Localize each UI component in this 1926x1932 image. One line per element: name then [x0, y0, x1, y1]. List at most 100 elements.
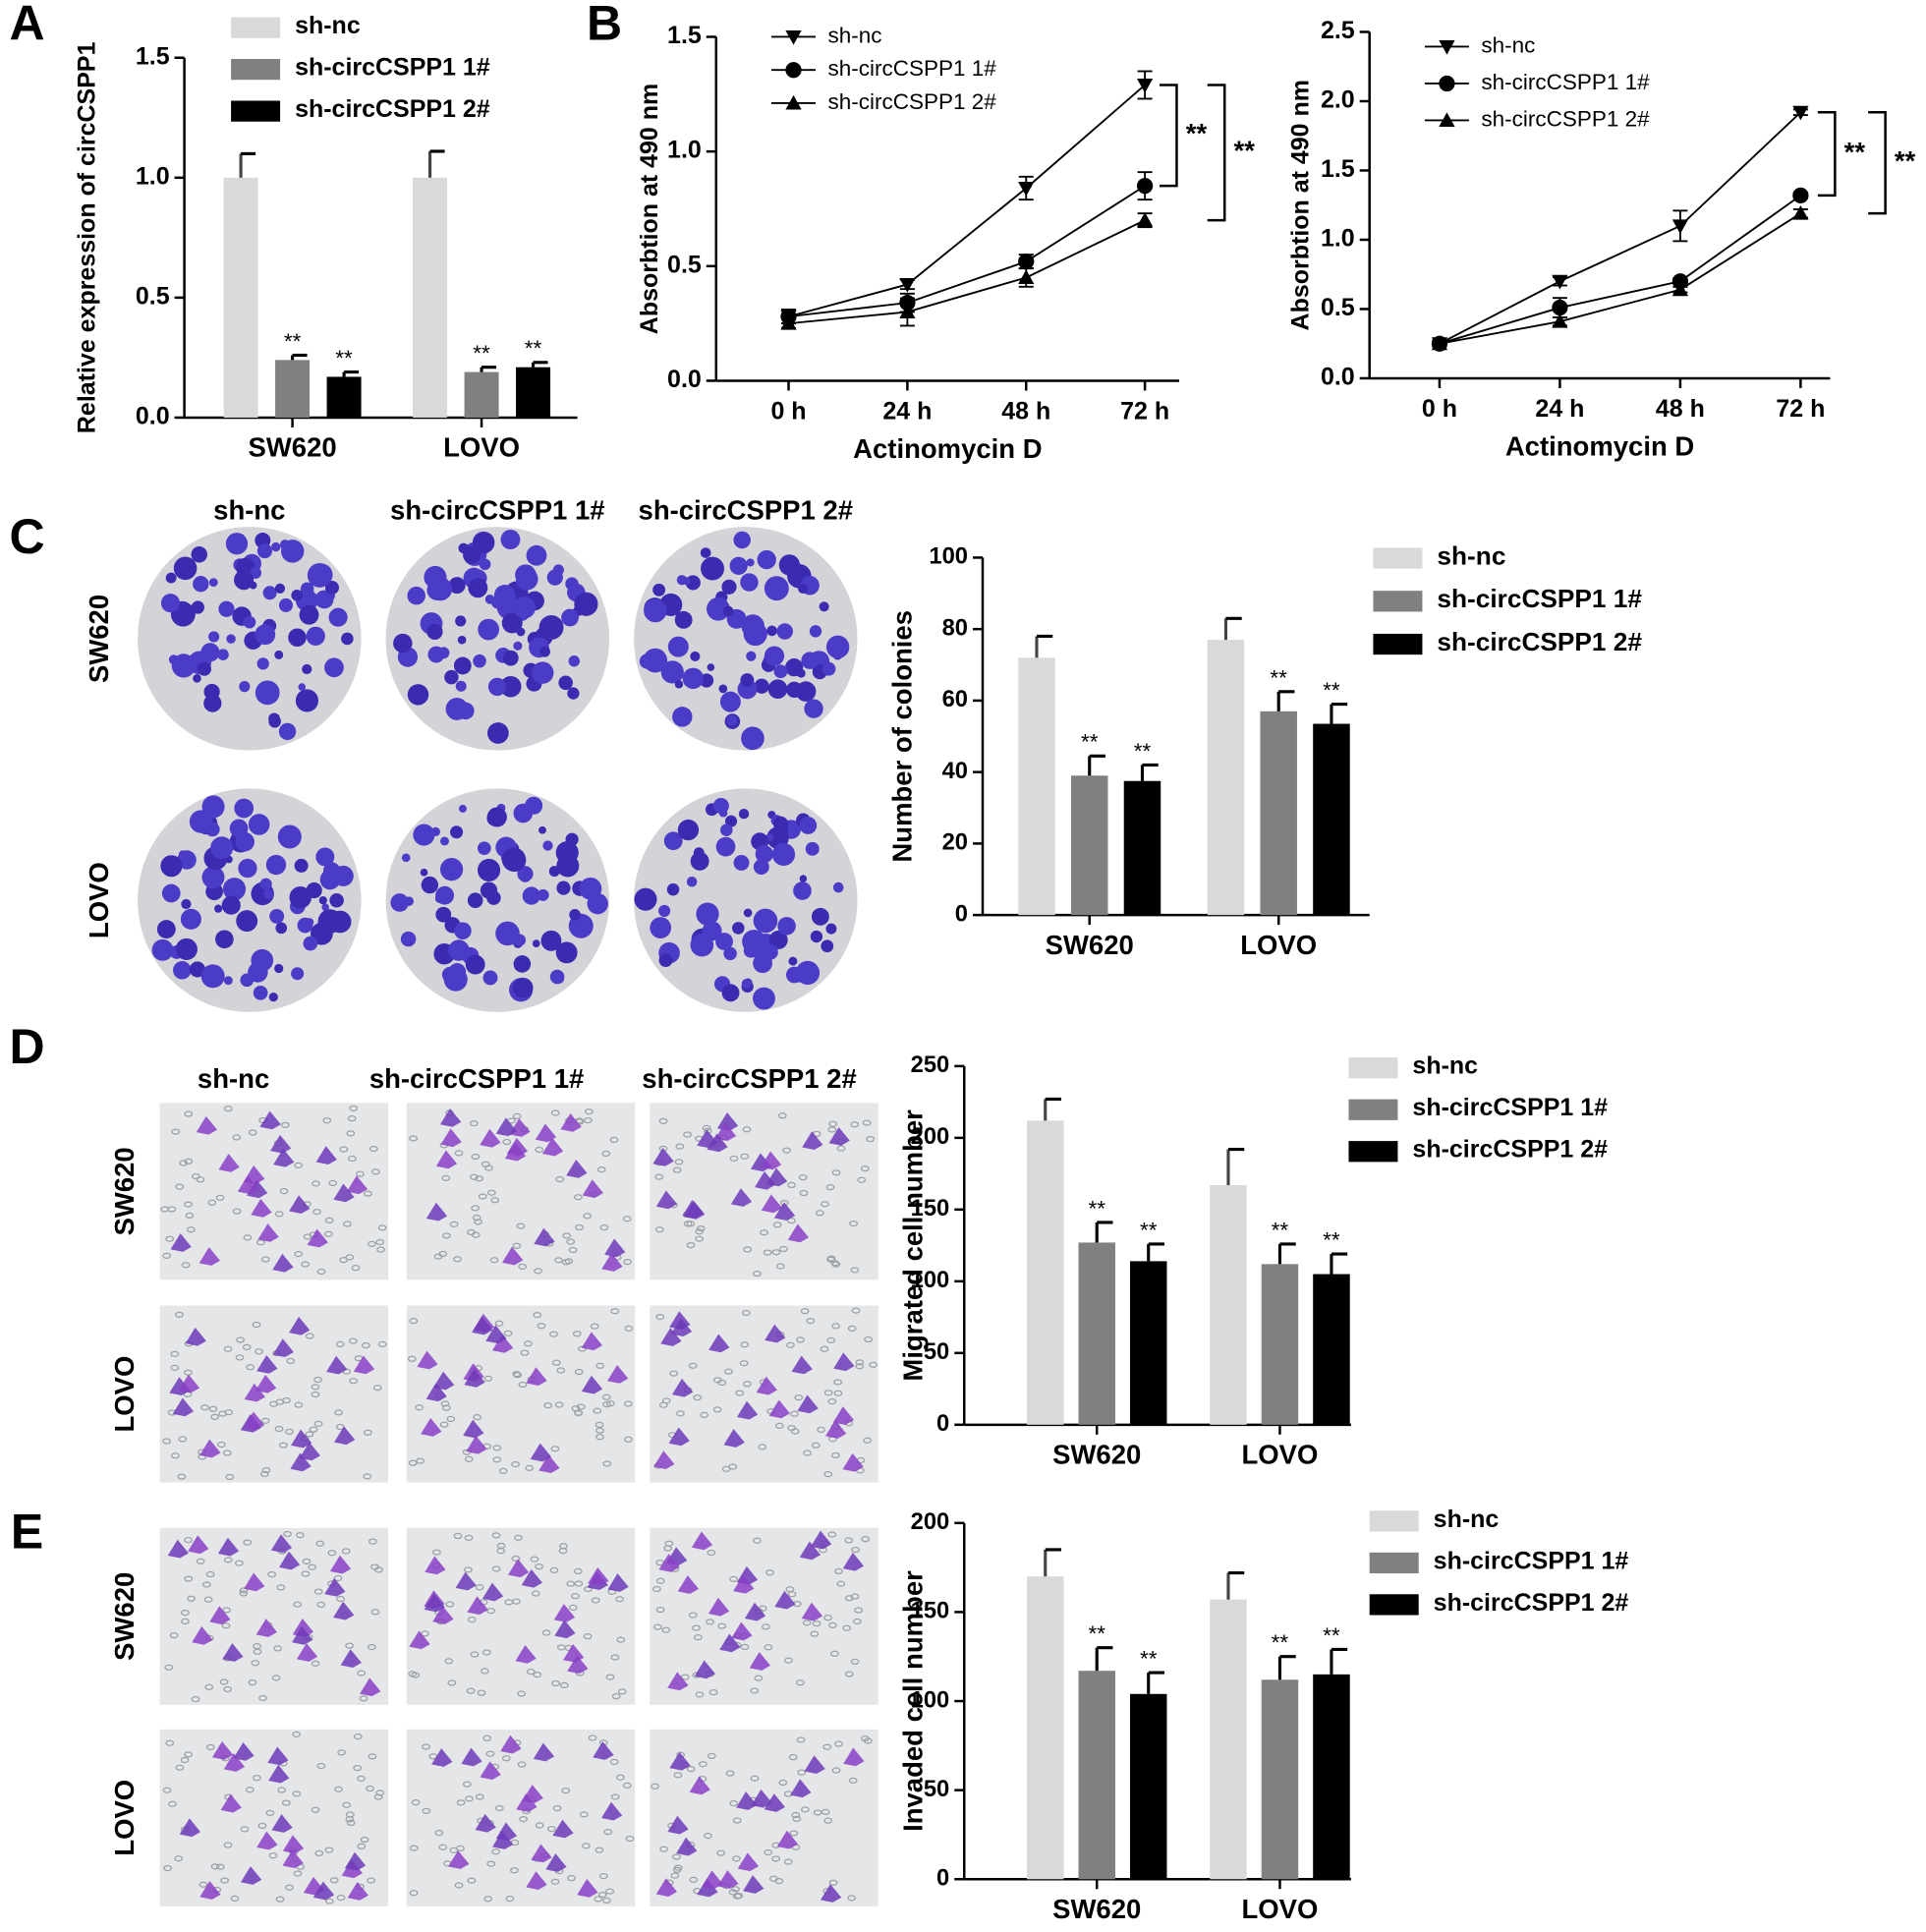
colony: [538, 825, 546, 834]
bar: [1207, 640, 1245, 916]
colony: [652, 583, 666, 597]
pore: [661, 1397, 671, 1404]
pore: [449, 1221, 459, 1228]
pore: [223, 1345, 233, 1352]
cell: [244, 1165, 265, 1184]
pore: [826, 1336, 836, 1343]
cell: [424, 1593, 445, 1613]
cell: [439, 1108, 462, 1127]
bar: [1026, 1576, 1064, 1880]
pore: [203, 1596, 213, 1603]
pore: [822, 1743, 832, 1750]
error-bar: [1330, 1252, 1348, 1275]
colony: [277, 824, 302, 849]
cell: [270, 1534, 293, 1554]
pore: [728, 1889, 738, 1896]
pore: [323, 1230, 333, 1237]
cell: [733, 1574, 755, 1594]
colony: [238, 858, 257, 879]
colony: [721, 579, 737, 595]
pore: [315, 1540, 325, 1547]
cell: [333, 1183, 355, 1203]
pore: [371, 1168, 380, 1175]
micrograph: [634, 527, 858, 751]
cell: [170, 1233, 192, 1252]
colony: [208, 578, 218, 588]
legend-label: sh-circCSPP1 1#: [828, 56, 997, 81]
colony: [707, 597, 730, 621]
colony: [307, 562, 332, 588]
pore: [610, 1793, 620, 1800]
colony: [558, 675, 573, 691]
pore: [833, 1379, 843, 1386]
cell: [774, 1590, 796, 1610]
pore: [492, 1445, 502, 1451]
colony: [667, 636, 689, 657]
pore: [830, 1650, 839, 1657]
colony: [690, 851, 709, 871]
pore: [850, 1658, 860, 1665]
pore: [731, 1886, 740, 1893]
pore: [594, 1896, 603, 1903]
colony: [329, 893, 344, 908]
colony: [299, 604, 319, 625]
cell: [535, 1123, 557, 1143]
cell: [737, 1852, 760, 1872]
colony: [318, 895, 327, 905]
significance: **: [525, 336, 542, 361]
colony: [733, 531, 751, 549]
cell: [346, 1175, 368, 1195]
cell: [340, 1649, 362, 1669]
pore: [828, 1879, 838, 1886]
colony: [686, 876, 698, 887]
y-tick-label: 200: [911, 1509, 950, 1535]
pore: [246, 1787, 255, 1793]
colony: [539, 646, 550, 657]
cell: [334, 1426, 356, 1446]
cell: [495, 1822, 518, 1842]
cell: [243, 1411, 265, 1431]
bar: [1070, 775, 1108, 916]
error-bar: [1088, 754, 1105, 776]
marker: [1671, 219, 1689, 234]
pore: [222, 1607, 231, 1614]
pore: [535, 1563, 543, 1570]
cell: [425, 1202, 448, 1222]
pore: [345, 1811, 355, 1818]
pore: [655, 1313, 665, 1321]
pore: [655, 1606, 665, 1614]
colony: [719, 691, 741, 712]
pore: [311, 1391, 320, 1398]
pore: [472, 1215, 482, 1222]
cell: [751, 1789, 772, 1808]
pore: [345, 1254, 355, 1261]
cell: [464, 1369, 485, 1388]
pore: [181, 1609, 190, 1617]
pore: [765, 1569, 774, 1576]
colony: [768, 931, 788, 950]
pore: [187, 1595, 196, 1602]
pore: [707, 1752, 716, 1760]
colony: [644, 598, 667, 623]
pore: [470, 1173, 479, 1180]
pore: [695, 1228, 705, 1235]
pore: [283, 1530, 292, 1538]
cell: [480, 1128, 501, 1148]
pore: [834, 1740, 843, 1747]
x-tick-label: SW620: [1052, 1440, 1141, 1470]
cell: [455, 1571, 477, 1591]
colony: [439, 858, 464, 881]
pore: [242, 1343, 252, 1350]
pore: [774, 1422, 784, 1430]
pore: [622, 1782, 632, 1790]
x-tick-label: SW620: [1046, 930, 1134, 960]
colony: [552, 564, 564, 576]
significance: **: [335, 346, 353, 370]
pore: [550, 1446, 560, 1452]
significance: **: [1088, 1196, 1105, 1221]
colony: [726, 714, 738, 726]
pore: [376, 1246, 385, 1253]
colony: [248, 962, 268, 983]
plate: [385, 527, 610, 751]
pore: [196, 1558, 205, 1564]
